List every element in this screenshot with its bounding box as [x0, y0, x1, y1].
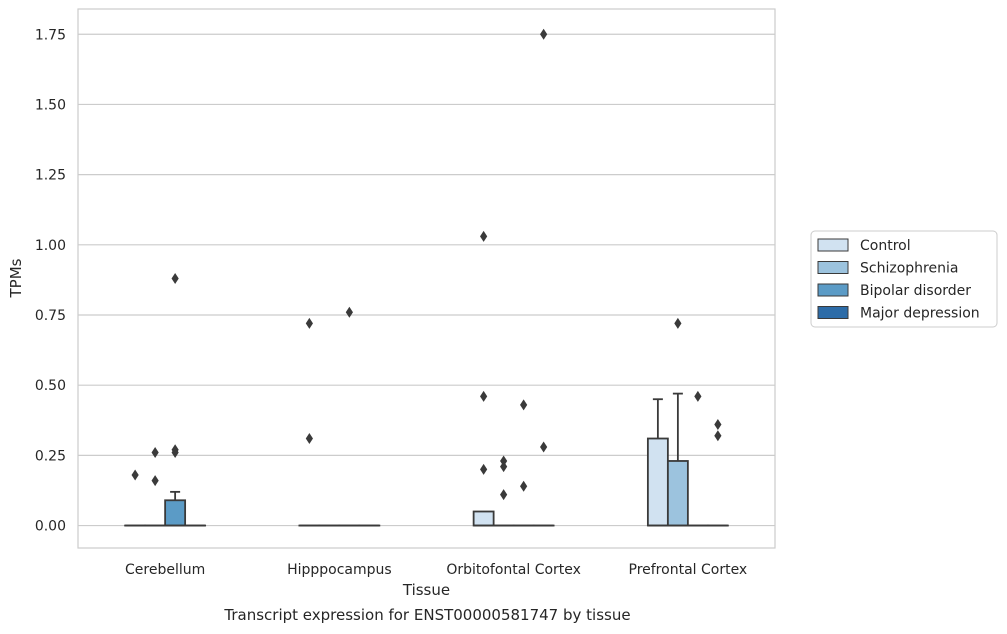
box — [666, 460, 689, 527]
outlier-point — [694, 390, 702, 402]
outlier-point — [520, 480, 528, 492]
outlier-point — [714, 418, 722, 430]
legend-label: Control — [860, 238, 911, 254]
chart-caption: Transcript expression for ENST0000058174… — [224, 606, 631, 624]
outlier-point — [305, 317, 313, 329]
gridlines — [78, 33, 775, 527]
outlier-point — [500, 489, 508, 501]
legend-label: Bipolar disorder — [860, 283, 971, 299]
outlier-point — [480, 230, 488, 242]
outlier-point — [171, 447, 179, 459]
legend-label: Schizophrenia — [860, 261, 958, 277]
outlier-point — [500, 455, 508, 467]
y-tick-label: 1.00 — [35, 238, 66, 254]
outlier-point — [480, 463, 488, 475]
y-tick-label: 1.75 — [35, 27, 66, 43]
plot-area-frame — [77, 8, 776, 549]
legend-swatch — [817, 261, 849, 274]
legend-swatch — [817, 283, 849, 297]
y-tick-label: 0.00 — [35, 519, 66, 535]
x-tick-label: Hipppocampus — [287, 562, 392, 578]
outlier-point — [520, 399, 528, 411]
x-axis-tick-labels: Cerebellum Hipppocampus Orbitofontal Corte… — [125, 562, 747, 578]
y-tick-label: 1.25 — [35, 168, 66, 184]
y-tick-label: 0.50 — [35, 378, 66, 394]
outlier-point — [305, 433, 313, 445]
outlier-point — [131, 469, 139, 481]
outlier-points — [131, 28, 722, 501]
outlier-point — [151, 475, 159, 487]
y-axis-tick-labels: 0.00 0.25 0.50 0.75 1.00 1.25 1.50 1.75 — [35, 27, 66, 534]
box — [646, 437, 669, 527]
legend-label: Major depression — [860, 306, 980, 322]
y-tick-label: 0.75 — [35, 308, 66, 324]
outlier-point — [714, 430, 722, 442]
outlier-point — [674, 317, 682, 329]
outlier-point — [480, 390, 488, 402]
outlier-point — [171, 273, 179, 284]
outlier-point — [540, 28, 548, 40]
legend-frame — [810, 230, 998, 328]
box — [164, 499, 187, 527]
outlier-point — [540, 441, 548, 453]
x-tick-label: Orbitofontal Cortex — [446, 562, 581, 578]
x-tick-label: Prefrontal Cortex — [629, 562, 748, 578]
legend: Control Schizophrenia Bipolar disorder Majo… — [810, 230, 998, 328]
y-tick-label: 0.25 — [35, 448, 66, 464]
boxes — [124, 392, 729, 527]
outlier-point — [151, 447, 159, 459]
x-tick-label: Cerebellum — [125, 562, 205, 578]
outlier-point — [345, 306, 353, 318]
legend-swatch — [817, 306, 849, 319]
box — [472, 510, 495, 527]
legend-swatch — [817, 238, 849, 252]
outlier-point — [500, 461, 508, 473]
y-axis-label: TPMs — [7, 258, 25, 298]
x-axis-label: Tissue — [402, 581, 450, 599]
y-tick-label: 1.50 — [35, 97, 66, 113]
